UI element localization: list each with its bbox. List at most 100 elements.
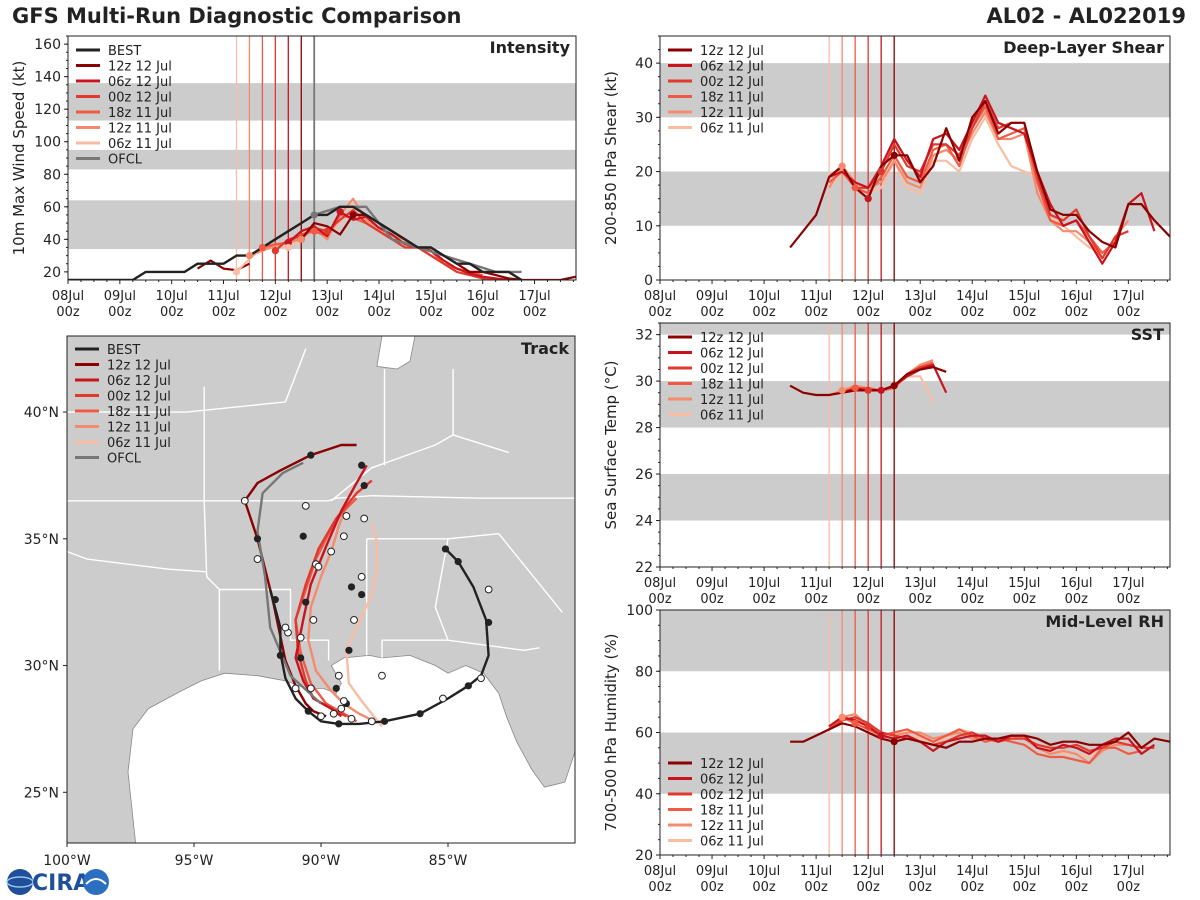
track-point-hollow <box>291 684 300 693</box>
state-border <box>67 550 207 573</box>
sst-ytick-label: 32 <box>635 328 653 344</box>
intensity-xtick-hour: 00z <box>523 305 547 320</box>
track-xtick-label: 85°W <box>429 853 468 869</box>
track-point-hollow <box>327 547 336 556</box>
shear-ytick-label: 10 <box>635 219 653 235</box>
track-point-filled <box>485 618 493 627</box>
rh-xtick-day: 14Jul <box>956 864 988 879</box>
intensity-data-point <box>258 243 266 252</box>
rh-xtick-hour: 00z <box>909 880 933 895</box>
sst-xtick-hour: 00z <box>856 592 880 607</box>
track-line <box>256 461 322 705</box>
sst-band <box>660 323 1170 335</box>
intensity-legend-label: 12z 12 Jul <box>108 60 172 75</box>
rh-xtick-day: 09Jul <box>696 864 728 879</box>
land-mass <box>67 336 575 843</box>
track-point-filled <box>271 596 279 604</box>
intensity-xtick-hour: 00z <box>264 305 288 320</box>
intensity-ytick-label: 80 <box>43 167 61 183</box>
track-ytick-label: 30°N <box>24 659 59 675</box>
intensity-panel: 2040608010012014016008Jul00z09Jul00z10Ju… <box>10 35 577 320</box>
state-border <box>447 639 540 652</box>
intensity-legend-label: 18z 11 Jul <box>108 106 172 121</box>
track-point-hollow <box>484 585 493 594</box>
intensity-legend-label: 00z 12 Jul <box>108 91 172 106</box>
rh-xtick-hour: 00z <box>1065 880 1089 895</box>
intensity-ytick-label: 60 <box>43 200 61 216</box>
track-point-filled <box>441 545 450 553</box>
intensity-xtick-day: 11Jul <box>207 289 239 304</box>
shear-xtick-hour: 00z <box>1013 305 1037 320</box>
track-point-filled <box>335 720 343 728</box>
rh-ytick-label: 60 <box>635 726 653 742</box>
sst-series-group <box>789 359 948 403</box>
rh-data-point <box>838 713 846 721</box>
shear-series-line <box>828 110 1130 260</box>
shear-xtick-day: 14Jul <box>956 289 988 304</box>
track-point-filled <box>358 590 366 599</box>
track-point-hollow <box>439 694 447 703</box>
track-point-filled <box>360 481 368 490</box>
sst-ytick-label: 26 <box>635 467 653 483</box>
intensity-legend-label: 06z 12 Jul <box>108 75 172 90</box>
rh-data-point <box>890 738 898 746</box>
shear-legend-label: 18z 11 Jul <box>700 91 764 106</box>
rh-xtick-day: 08Jul <box>644 864 676 879</box>
intensity-data-point <box>271 247 279 255</box>
sst-xtick-day: 16Jul <box>1060 576 1092 591</box>
track-point-hollow <box>367 717 376 726</box>
shear-xtick-day: 10Jul <box>748 289 780 304</box>
shear-data-point <box>838 162 846 170</box>
intensity-series-group <box>68 197 576 280</box>
sst-legend-label: 18z 11 Jul <box>700 378 764 393</box>
track-point-hollow <box>337 704 346 713</box>
track-legend-label: 06z 11 Jul <box>107 436 171 451</box>
shear-legend-label: 06z 11 Jul <box>700 122 764 137</box>
sst-panel: 22242628303208Jul00z09Jul00z10Jul00z11Ju… <box>602 322 1171 607</box>
track-point-filled <box>358 461 366 469</box>
sst-legend-label: 00z 12 Jul <box>700 362 764 377</box>
state-border <box>67 348 307 413</box>
rh-xtick-hour: 00z <box>804 880 828 895</box>
track-legend-label: BEST <box>107 343 140 358</box>
track-point-filled <box>416 710 424 718</box>
page-title: GFS Multi-Run Diagnostic Comparison <box>12 4 462 28</box>
sst-xtick-hour: 00z <box>909 592 933 607</box>
shear-xtick-hour: 00z <box>700 305 724 320</box>
sst-frame <box>659 322 1171 568</box>
intensity-xtick-day: 16Jul <box>467 289 499 304</box>
intensity-data-point <box>297 235 305 243</box>
intensity-ytick-label: 100 <box>34 135 61 151</box>
sst-ytick-label: 22 <box>635 560 653 576</box>
intensity-ylabel: 10m Max Wind Speed (kt) <box>10 61 28 256</box>
intensity-series-line <box>287 210 509 280</box>
rh-band <box>660 610 1170 672</box>
shear-xtick-hour: 00z <box>909 305 933 320</box>
rh-legend-label: 06z 12 Jul <box>700 773 764 788</box>
track-legend-label: OFCL <box>107 452 142 467</box>
track-point-hollow <box>240 496 249 505</box>
sst-xtick-hour: 00z <box>1117 592 1141 607</box>
shear-series-line <box>828 116 1103 254</box>
rh-xtick-hour: 00z <box>752 880 776 895</box>
track-title: Track <box>521 339 569 358</box>
track-point-hollow <box>342 512 351 520</box>
rh-xtick-hour: 00z <box>648 880 672 895</box>
intensity-ytick-label: 20 <box>43 265 61 281</box>
sst-data-point <box>877 386 885 394</box>
intensity-xtick-hour: 00z <box>471 305 495 320</box>
track-point-hollow <box>339 532 348 541</box>
intensity-xtick-hour: 00z <box>160 305 184 320</box>
rh-xtick-day: 13Jul <box>904 864 936 879</box>
track-point-filled <box>299 532 307 540</box>
sst-xtick-day: 17Jul <box>1112 576 1144 591</box>
rh-legend-label: 12z 12 Jul <box>700 757 764 772</box>
sst-xtick-day: 12Jul <box>852 576 884 591</box>
shear-data-point <box>877 167 885 176</box>
intensity-data-point <box>284 243 292 252</box>
rh-xtick-hour: 00z <box>961 880 985 895</box>
track-point-hollow <box>281 623 290 632</box>
intensity-xtick-day: 09Jul <box>104 289 136 304</box>
intensity-ytick-label: 40 <box>43 232 61 248</box>
